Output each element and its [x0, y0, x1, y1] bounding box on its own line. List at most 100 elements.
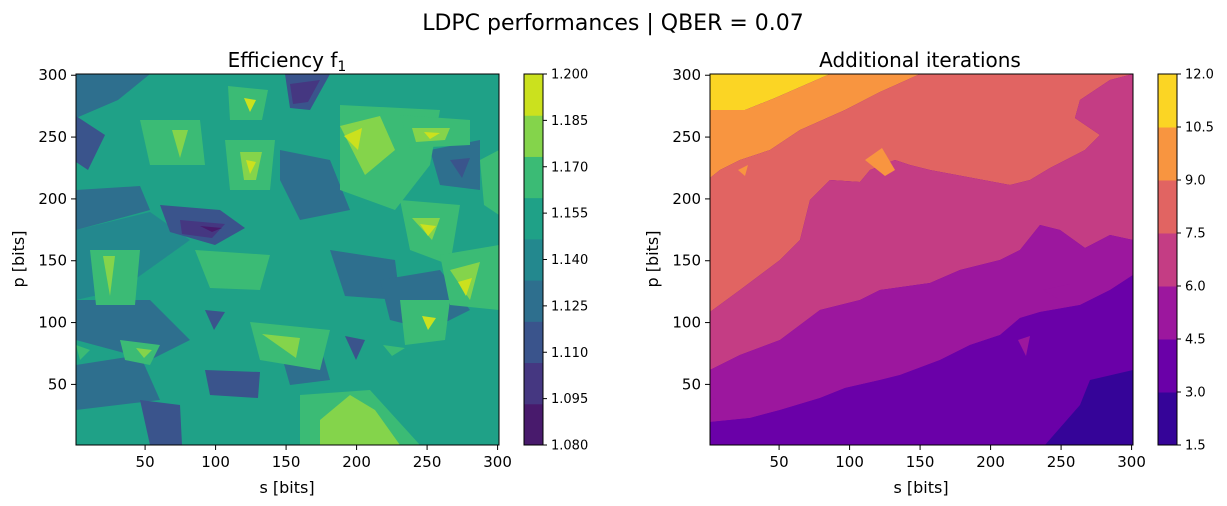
contour-region	[340, 116, 395, 175]
contour-region	[1043, 284, 1070, 300]
contour-band-7.5-9.0	[710, 74, 1133, 312]
contour-band-10.5-12.0	[710, 74, 830, 110]
x-tick-label: 50	[136, 453, 155, 471]
contour-region	[136, 348, 152, 358]
colorbar-tick-label: 4.5	[1185, 333, 1206, 348]
contour-region	[244, 98, 256, 112]
colorbar-segment	[1158, 392, 1177, 446]
contour-region	[458, 278, 472, 296]
contour-region	[195, 250, 270, 290]
iterations-ticks: 50 100 150 200 250 300 50 100 150 200 250 300	[672, 66, 1146, 471]
contour-region	[422, 316, 436, 330]
contour-band-9.0-10.5	[710, 74, 920, 178]
x-tick-label: 250	[1047, 453, 1076, 471]
efficiency-ylabel: p [bits]	[9, 231, 28, 288]
efficiency-ticks: 50 100 150 200 250 300 50 100 150 200 250 300	[38, 66, 512, 471]
y-tick-label: 250	[672, 128, 701, 146]
efficiency-contour-field	[76, 74, 499, 445]
efficiency-plot: Efficiency f1	[9, 48, 588, 497]
x-tick-label: 300	[483, 453, 512, 471]
contour-region	[76, 345, 90, 360]
y-tick-label: 300	[38, 66, 67, 84]
colorbar-segment	[524, 280, 543, 322]
colorbar-tick-label: 3.0	[1185, 386, 1206, 401]
colorbar-segment	[524, 238, 543, 281]
colorbar-segment	[1158, 180, 1177, 234]
colorbar-segment	[1158, 74, 1177, 128]
contour-region	[140, 400, 182, 445]
y-tick-label: 250	[38, 128, 67, 146]
colorbar-segment	[524, 115, 543, 157]
y-tick-label: 300	[672, 66, 701, 84]
contour-region	[262, 334, 300, 358]
contour-region	[424, 132, 440, 139]
contour-band-1.5-3.0	[1045, 370, 1133, 445]
contour-region	[205, 370, 260, 398]
colorbar-tick-label: 1.095	[551, 392, 588, 407]
contour-region	[180, 220, 225, 238]
colorbar-tick-label: 1.110	[551, 346, 588, 361]
contour-region	[103, 256, 115, 296]
iterations-title: Additional iterations	[819, 48, 1021, 72]
x-tick-label: 300	[1117, 453, 1146, 471]
iterations-contour-field	[710, 74, 1133, 445]
iterations-xlabel: s [bits]	[893, 478, 948, 497]
x-tick-label: 50	[770, 453, 789, 471]
contour-region	[420, 224, 436, 236]
colorbar-tick-label: 9.0	[1185, 174, 1206, 189]
colorbar-tick-label: 1.170	[551, 160, 588, 175]
contour-region	[76, 300, 190, 360]
colorbar-tick-label: 1.185	[551, 114, 588, 129]
x-tick-label: 150	[906, 453, 935, 471]
colorbar-segment	[524, 197, 543, 240]
colorbar-segment	[524, 362, 543, 405]
x-tick-label: 250	[413, 453, 442, 471]
colorbar-frame	[1157, 73, 1178, 446]
colorbar-segment	[1158, 233, 1177, 287]
colorbar-tick-label: 1.140	[551, 253, 588, 268]
colorbar-tick-label: 1.5	[1185, 439, 1206, 454]
contour-region	[480, 150, 499, 215]
x-tick-label: 200	[342, 453, 371, 471]
colorbar-tick-label: 1.080	[551, 439, 588, 454]
contour-region	[76, 74, 150, 118]
y-tick-label: 200	[38, 190, 67, 208]
contour-region	[76, 116, 105, 170]
colorbar-tick-label: 1.125	[551, 299, 588, 314]
colorbar-tick-label: 12.0	[1185, 68, 1214, 83]
colorbar-segment	[1158, 286, 1177, 340]
x-tick-label: 200	[976, 453, 1005, 471]
contour-region	[76, 186, 150, 230]
y-tick-label: 50	[48, 375, 67, 393]
colorbar-tick-label: 1.155	[551, 207, 588, 222]
contour-region	[246, 160, 256, 174]
contour-band-3.0-4.5	[710, 275, 1133, 445]
contour-region	[1018, 336, 1030, 356]
y-tick-label: 100	[672, 314, 701, 332]
colorbar-tick-label: 10.5	[1185, 121, 1214, 136]
iterations-colorbar: 1.5 3.0 4.5 6.0 7.5 9.0 10.5 12.0	[1157, 68, 1214, 454]
colorbar-segment	[1158, 339, 1177, 393]
colorbar-tick-label: 1.200	[551, 68, 588, 83]
iterations-ylabel: p [bits]	[643, 231, 662, 288]
contour-region	[865, 148, 895, 176]
colorbar-tick-label: 6.0	[1185, 280, 1206, 295]
contour-region	[383, 345, 405, 356]
contour-region	[90, 250, 140, 305]
iterations-plot: Additional iterations 50 100 150 200 250 3005…	[643, 48, 1214, 497]
colorbar-segment	[524, 156, 543, 199]
iterations-axes-frame	[709, 73, 1134, 446]
contour-region	[76, 355, 160, 410]
x-tick-label: 100	[201, 453, 230, 471]
contour-region	[345, 336, 365, 360]
contour-region	[738, 165, 748, 176]
efficiency-title: Efficiency f1	[228, 48, 347, 75]
y-tick-label: 150	[38, 252, 67, 270]
efficiency-xlabel: s [bits]	[259, 478, 314, 497]
efficiency-axes-frame	[75, 73, 500, 446]
y-tick-label: 100	[38, 314, 67, 332]
figure-suptitle: LDPC performances | QBER = 0.07	[422, 11, 804, 36]
contour-region	[280, 150, 350, 220]
contour-region	[140, 120, 205, 165]
